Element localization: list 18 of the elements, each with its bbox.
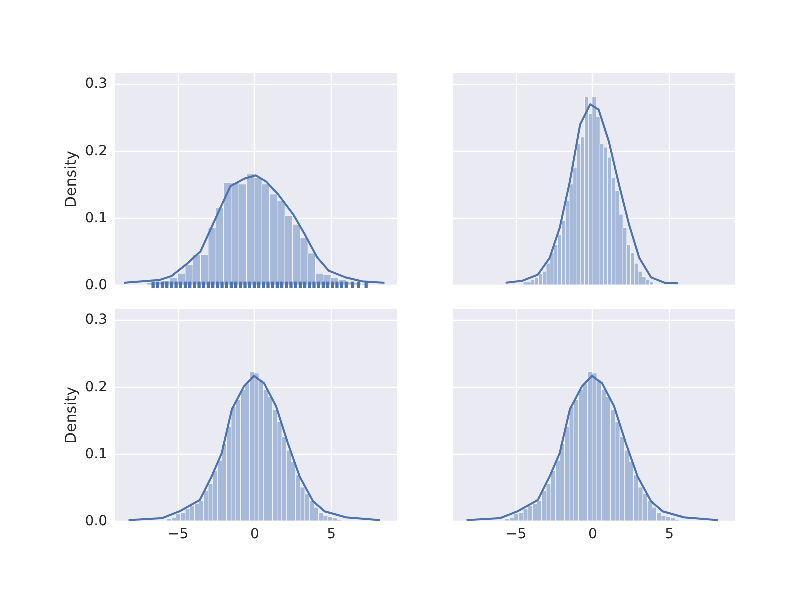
x-tick-label: 5 [327, 526, 336, 542]
y-axis-title: Density [62, 386, 80, 444]
x-tick-label: 5 [665, 526, 674, 542]
x-tick-label: −5 [168, 526, 189, 542]
line-series [128, 375, 382, 521]
y-tick-label: 0.2 [85, 143, 108, 160]
y-tick-label: 0.3 [85, 312, 108, 328]
y-tick-label: 0.1 [85, 446, 108, 462]
y-tick-label: 0.0 [85, 514, 108, 530]
x-tick-label: −5 [506, 526, 527, 542]
y-axis-title: Density [62, 150, 80, 208]
x-tick-label: 0 [250, 526, 260, 542]
y-tick-label: 0.2 [85, 379, 108, 396]
x-tick-label: 0 [588, 526, 598, 542]
y-tick-label: 0.3 [85, 76, 108, 92]
line-series [123, 174, 386, 284]
y-tick-label: 0.1 [85, 210, 108, 226]
y-tick-label: 0.0 [85, 278, 108, 294]
